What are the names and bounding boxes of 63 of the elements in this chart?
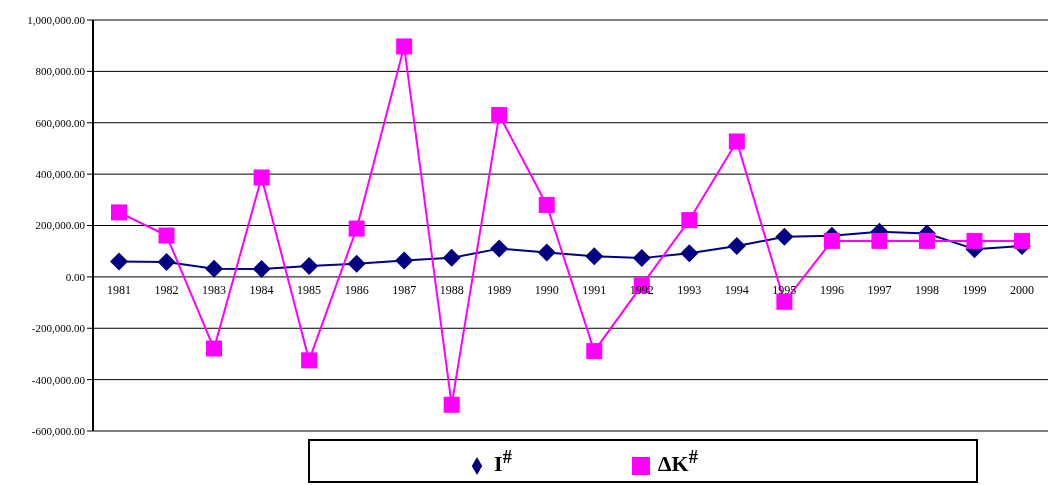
y-tick-label: 0.00 [65,270,86,283]
point [727,237,746,256]
point [395,251,414,270]
x-tick-label: 1997 [867,282,892,297]
point [585,247,604,266]
point [538,196,555,213]
x-tick-label: 2000 [1010,282,1034,297]
x-tick-label: 1988 [439,282,464,297]
point [632,249,651,268]
x-tick-label: 1981 [107,282,131,297]
point [491,107,508,124]
point [490,239,509,258]
point [442,248,461,267]
y-tick-label: -200,000.00 [31,322,86,335]
point [728,133,745,150]
x-tick-label: 1998 [914,282,939,297]
point [206,340,223,357]
x-tick-label: 1999 [962,282,987,297]
point [918,232,935,249]
point [301,352,318,369]
x-tick-label: 1994 [724,282,749,297]
point [300,257,319,276]
x-tick-label: 1983 [202,282,227,297]
x-tick-label: 1987 [392,282,417,297]
y-tick-label: 400,000.00 [35,168,86,181]
x-tick-label: 1984 [249,282,274,297]
point [680,244,699,263]
point [775,227,794,246]
legend-label: I$^{#}$ [494,447,512,477]
x-tick-label: 1985 [297,282,322,297]
point [871,232,888,249]
point [252,259,271,278]
point [823,232,840,249]
x-tick-label: 1989 [487,282,512,297]
x-tick-label: 1996 [819,282,844,297]
point [253,169,270,186]
point [205,259,224,278]
y-tick-label: 200,000.00 [35,219,86,232]
point [110,252,128,271]
point [157,252,176,271]
x-tick-label: 1986 [344,282,369,297]
legend-label: ΔK$^{#}$ [657,447,698,477]
point [586,343,603,360]
point [396,38,413,55]
point [347,254,366,273]
x-tick-label: 1982 [154,282,179,297]
point [537,243,556,262]
point [348,220,365,237]
point [776,293,793,310]
x-tick-label: 1991 [582,282,607,297]
point [681,212,698,229]
y-tick-label: 600,000.00 [35,116,86,129]
y-tick-label: 800,000.00 [35,65,86,78]
y-tick-label: -600,000.00 [31,424,86,437]
point [966,232,983,249]
y-tick-label: 1,000,000.00 [27,13,86,26]
y-tick-label: -400,000.00 [31,373,86,386]
point [1014,232,1030,249]
x-tick-label: 1993 [677,282,702,297]
x-tick-label: 1990 [534,282,559,297]
point [111,204,127,221]
point [443,396,460,413]
point [158,227,175,244]
